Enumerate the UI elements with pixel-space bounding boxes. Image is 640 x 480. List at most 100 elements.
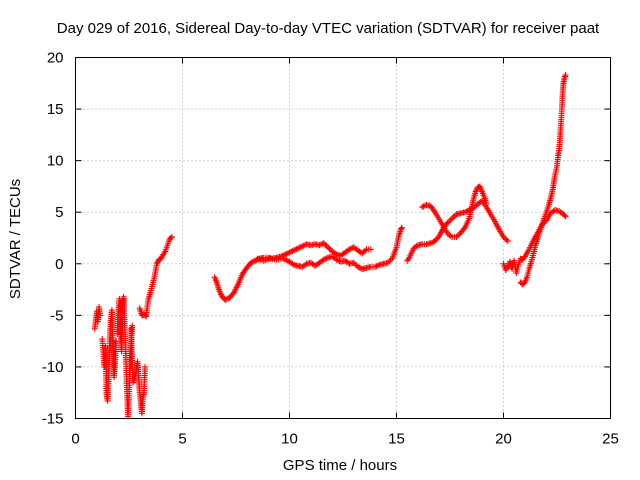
data-point	[373, 263, 380, 270]
x-axis-label: GPS time / hours	[283, 457, 397, 474]
data-point	[562, 213, 569, 220]
data-point	[472, 188, 479, 195]
data-point	[561, 212, 568, 219]
data-point	[503, 236, 510, 243]
data-point	[319, 240, 326, 247]
data-point	[154, 259, 161, 266]
data-point	[286, 249, 293, 256]
data-point	[454, 232, 461, 239]
data-point	[463, 208, 470, 215]
y-tick-label: 5	[55, 204, 63, 221]
data-point	[249, 259, 256, 266]
data-point	[295, 245, 302, 252]
data-point	[384, 259, 391, 266]
data-point	[302, 261, 309, 268]
data-point	[290, 247, 297, 254]
y-tick-labels: -15 -10 -5 0 5 10 15 20	[42, 50, 64, 428]
data-markers	[91, 72, 569, 420]
data-point	[223, 296, 230, 303]
data-point	[299, 243, 306, 250]
data-point	[325, 244, 332, 251]
data-point	[142, 363, 149, 370]
data-point	[446, 218, 453, 225]
data-point	[444, 219, 451, 226]
data-point	[359, 250, 366, 257]
y-tick-label: 15	[47, 101, 64, 118]
data-point	[158, 254, 165, 261]
data-point	[450, 214, 457, 221]
data-point	[501, 235, 508, 242]
data-point	[420, 203, 427, 210]
x-tick-label: 5	[178, 431, 186, 448]
data-point	[323, 242, 330, 249]
y-tick-label: 0	[55, 256, 63, 273]
x-tick-label: 20	[495, 431, 512, 448]
data-point	[500, 233, 507, 240]
data-point	[153, 260, 160, 267]
data-point	[461, 209, 468, 216]
data-point	[453, 233, 460, 240]
data-point	[247, 259, 254, 266]
data-point	[447, 232, 454, 239]
data-point	[360, 249, 367, 256]
chart-title: Day 029 of 2016, Sidereal Day-to-day VTE…	[57, 20, 600, 37]
grid-lines	[75, 57, 611, 419]
data-point	[429, 239, 436, 246]
data-point	[483, 200, 490, 207]
data-point	[287, 248, 294, 255]
data-point	[285, 250, 292, 257]
y-tick-label: 20	[47, 50, 64, 67]
y-tick-label: -5	[50, 307, 63, 324]
plot-frame	[75, 57, 611, 419]
data-point	[562, 72, 569, 79]
data-point	[332, 250, 339, 257]
data-point	[292, 246, 299, 253]
axis-ticks	[75, 57, 611, 419]
data-point	[350, 259, 357, 266]
data-point	[297, 243, 304, 250]
data-point	[142, 312, 149, 319]
data-point	[356, 264, 363, 271]
data-point	[289, 260, 296, 267]
data-point	[449, 215, 456, 222]
data-point	[335, 257, 342, 264]
data-point	[326, 245, 333, 252]
data-point	[354, 263, 361, 270]
data-point	[333, 256, 340, 263]
data-point	[413, 243, 420, 250]
x-tick-label: 15	[388, 431, 405, 448]
data-point	[367, 246, 374, 253]
data-point	[386, 258, 393, 265]
data-point	[293, 246, 300, 253]
data-point	[97, 312, 104, 319]
y-tick-label: -10	[42, 359, 64, 376]
data-point	[129, 322, 136, 329]
data-point	[504, 238, 511, 245]
data-point	[419, 204, 426, 211]
data-point	[323, 255, 330, 262]
data-point	[289, 248, 296, 255]
data-point	[374, 262, 381, 269]
y-tick-label: 10	[47, 153, 64, 170]
data-point	[320, 240, 327, 247]
data-point	[460, 225, 467, 232]
x-tick-label: 10	[281, 431, 298, 448]
data-point	[398, 224, 405, 231]
data-point	[300, 242, 307, 249]
data-point	[322, 241, 329, 248]
data-point	[167, 235, 174, 241]
data-point	[158, 255, 165, 262]
data-point	[320, 256, 327, 263]
data-point	[279, 252, 286, 259]
data-point	[427, 240, 434, 247]
data-point	[346, 246, 353, 253]
y-axis-label: SDTVAR / TECUs	[7, 179, 24, 299]
data-point	[283, 250, 290, 257]
data-point	[362, 247, 369, 254]
x-tick-label: 25	[602, 431, 619, 448]
data-point	[352, 261, 359, 268]
x-tick-labels: 0 5 10 15 20 25	[71, 431, 619, 448]
y-tick-label: -15	[42, 411, 64, 428]
data-point	[168, 233, 175, 240]
